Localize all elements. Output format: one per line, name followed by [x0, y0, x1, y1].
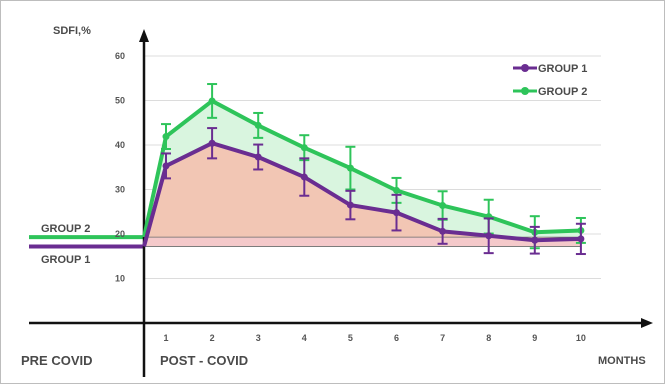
axes: [29, 29, 653, 377]
y-tick-label: 50: [115, 96, 125, 106]
data-point-group2: [208, 97, 216, 105]
x-tick-label: 9: [532, 333, 537, 343]
x-tick-label: 8: [486, 333, 491, 343]
series-group: [142, 83, 586, 256]
x-tick-label: 5: [348, 333, 353, 343]
x-tick-label: 10: [576, 333, 586, 343]
data-point-group2: [300, 144, 308, 152]
y-tick-label: 40: [115, 140, 125, 150]
x-tick-label: 6: [394, 333, 399, 343]
y-tick-label: 20: [115, 229, 125, 239]
baseline-label-group1: GROUP 1: [41, 254, 90, 266]
y-tick-label: 30: [115, 185, 125, 195]
data-point-group1: [208, 139, 216, 147]
data-point-group1: [577, 235, 585, 243]
legend-label-2: GROUP 2: [538, 86, 587, 98]
legend-marker-2: [521, 87, 529, 95]
data-point-group2: [346, 164, 354, 172]
x-axis-arrow: [641, 318, 653, 328]
legend-marker-1: [521, 64, 529, 72]
data-point-group1: [393, 209, 400, 217]
x-axis-label: MONTHS: [598, 355, 646, 367]
data-point-group2: [393, 186, 400, 194]
x-tick-label: 4: [302, 333, 307, 343]
data-point-group1: [485, 232, 493, 240]
y-tick-label: 60: [115, 51, 125, 61]
data-point-group1: [439, 227, 447, 235]
legend: GROUP 1 GROUP 2: [513, 63, 587, 98]
legend-label-1: GROUP 1: [538, 63, 587, 75]
data-point-group2: [162, 133, 170, 141]
x-tick-label: 3: [256, 333, 261, 343]
baseline-label-group2: GROUP 2: [41, 223, 90, 235]
data-point-group1: [254, 153, 262, 161]
y-axis-label: SDFI,%: [53, 25, 91, 37]
data-point-group1: [300, 173, 308, 181]
data-point-group1: [346, 201, 354, 209]
x-tick-label: 7: [440, 333, 445, 343]
y-axis-arrow: [139, 29, 149, 42]
baseline-band: [144, 237, 581, 247]
labels: SDFI,% MONTHS PRE COVID POST - COVID GRO…: [21, 25, 646, 368]
data-point-group2: [439, 202, 447, 210]
data-point-group1: [531, 236, 539, 244]
data-point-group2: [254, 121, 262, 129]
post-covid-label: POST - COVID: [160, 353, 248, 368]
x-tick-label: 1: [163, 333, 168, 343]
pre-covid-label: PRE COVID: [21, 353, 93, 368]
x-tick-label: 2: [210, 333, 215, 343]
data-point-group1: [162, 162, 170, 170]
y-tick-label: 10: [115, 274, 125, 284]
